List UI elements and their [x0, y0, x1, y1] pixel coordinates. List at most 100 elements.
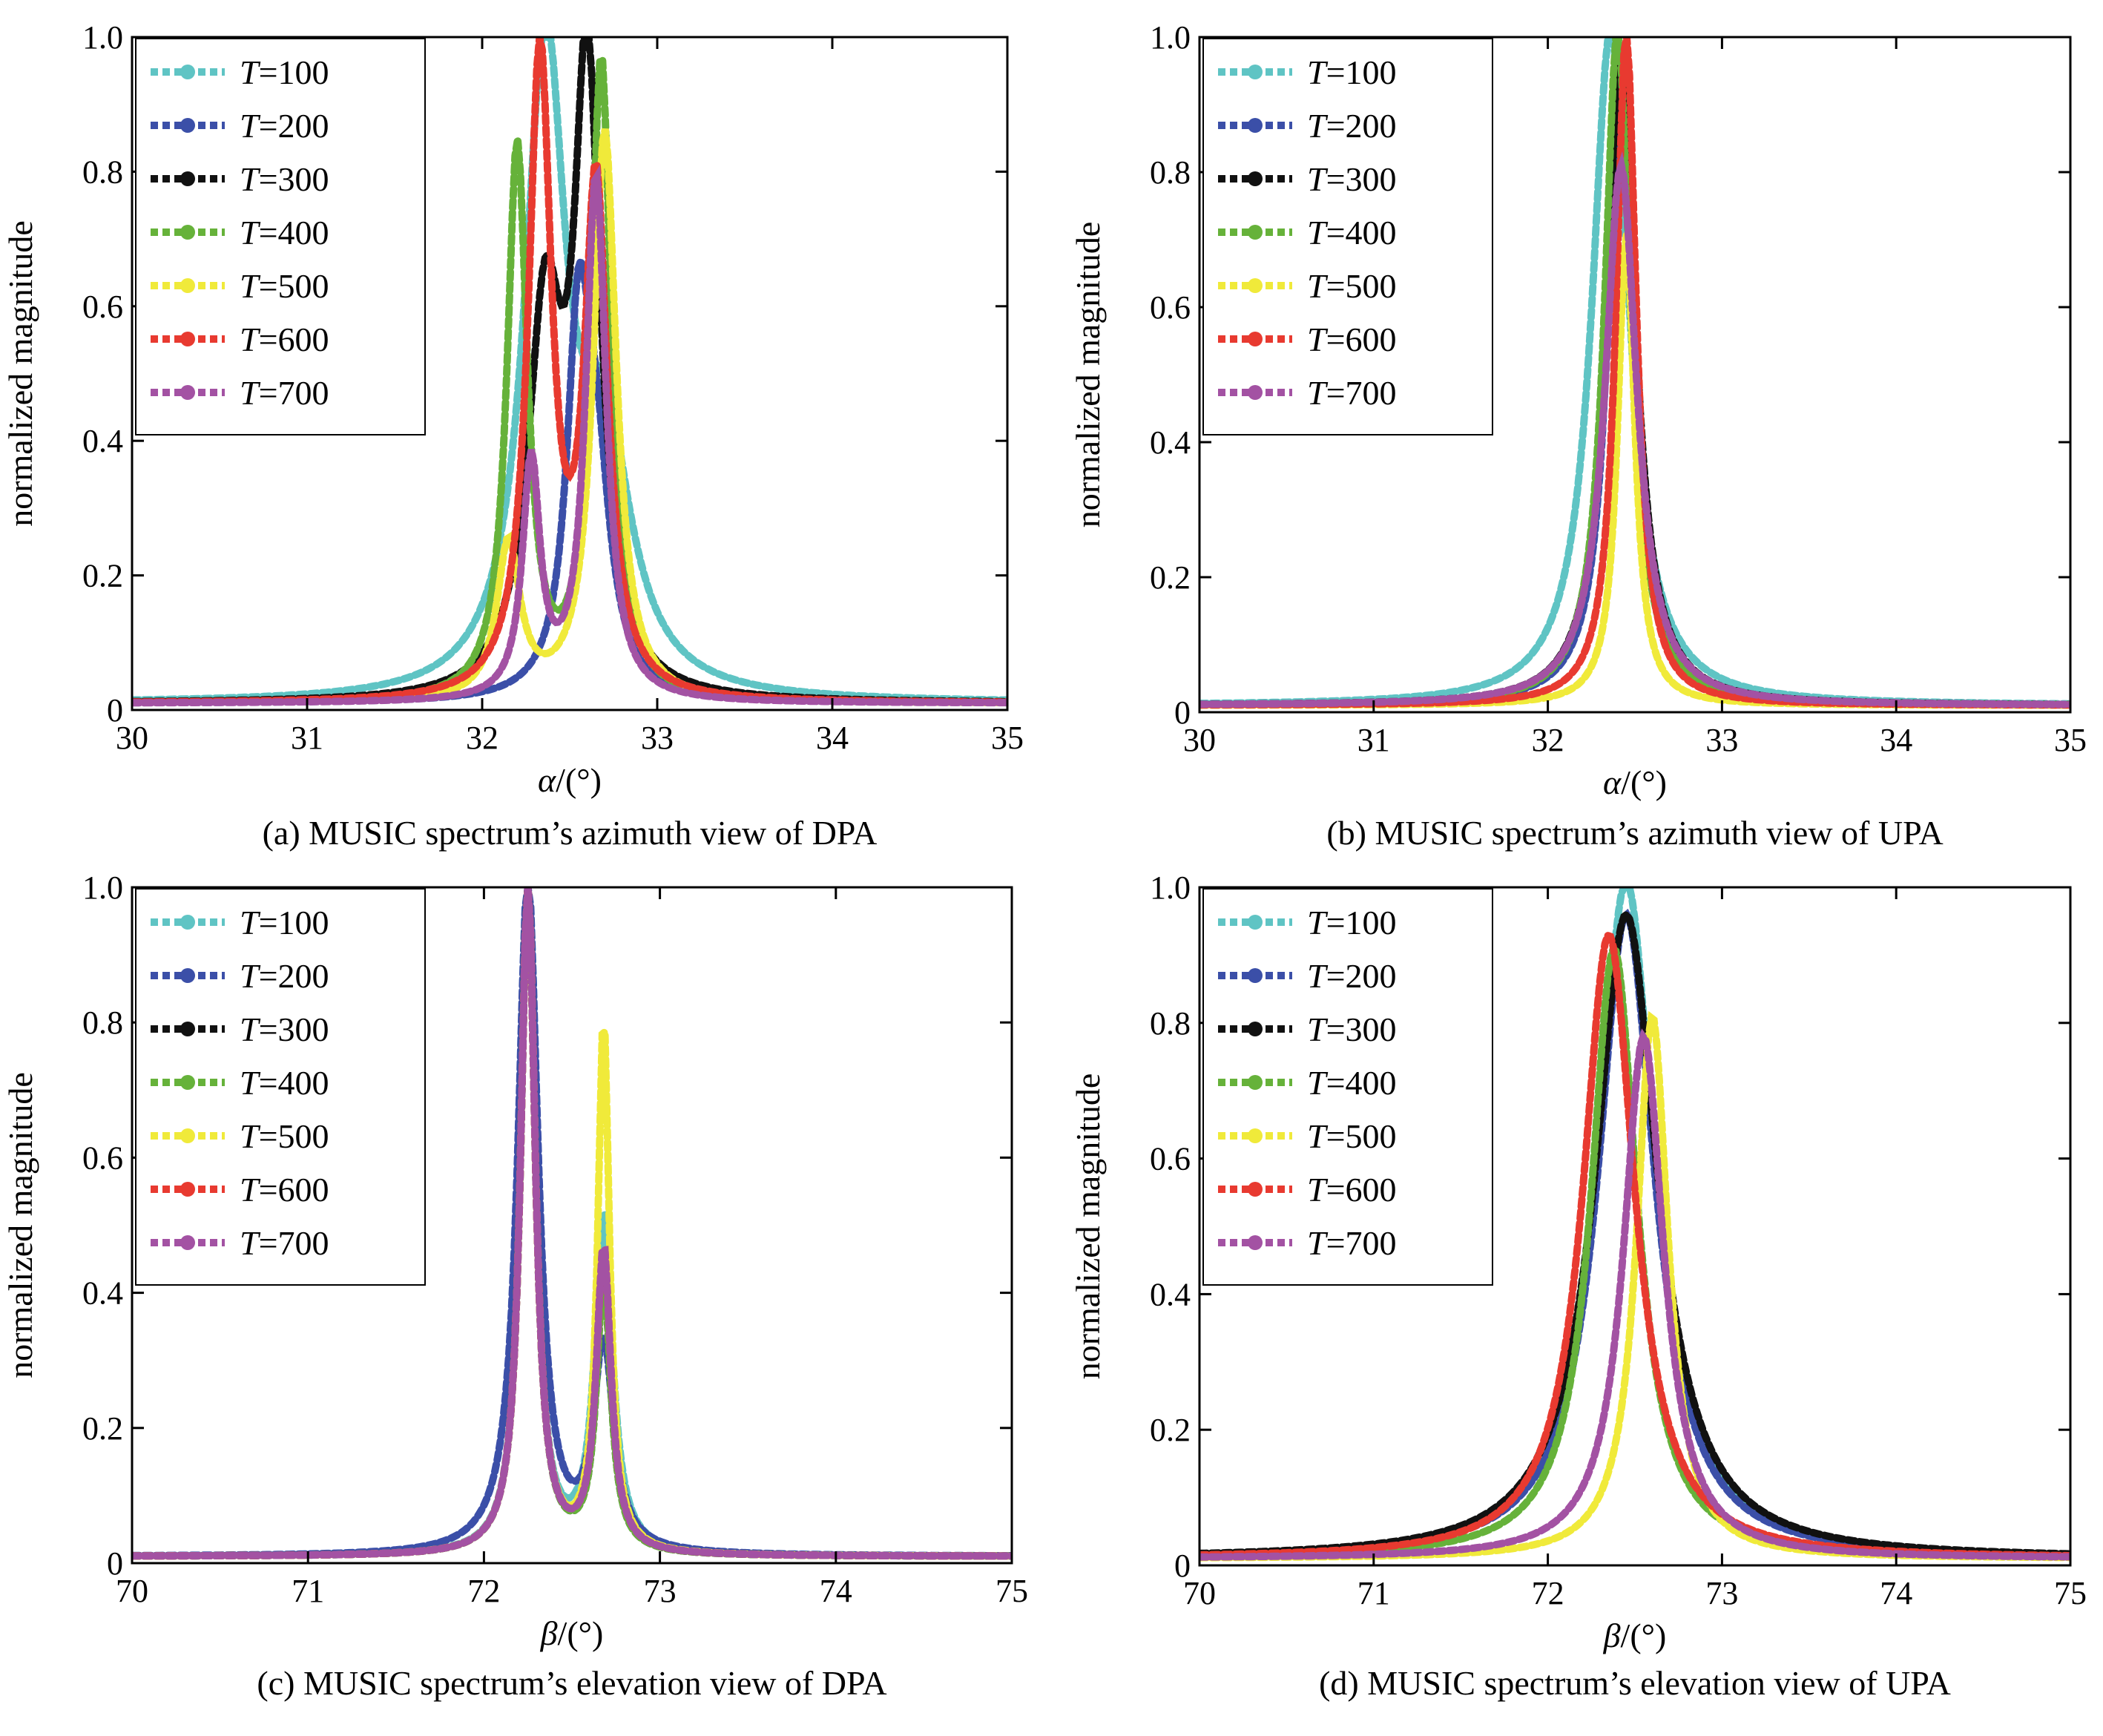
y-tick-label: 0.4 — [82, 1275, 123, 1312]
legend-marker — [1248, 1235, 1263, 1250]
x-axis-label: β/(°) — [1603, 1617, 1667, 1654]
legend-marker — [1248, 65, 1263, 79]
y-tick-label: 0 — [107, 1545, 123, 1582]
x-tick-label: 75 — [995, 1573, 1028, 1609]
legend-marker — [1248, 278, 1263, 293]
x-tick-label: 35 — [991, 720, 1024, 756]
legend-label: T=400 — [1307, 1064, 1397, 1102]
plot-frame — [1198, 36, 2072, 714]
y-tick-label: 1.0 — [1150, 869, 1191, 906]
plot-frame — [131, 886, 1013, 1565]
legend-marker — [180, 65, 195, 79]
y-tick-label: 1.0 — [82, 19, 123, 56]
legend-label: T=300 — [240, 160, 329, 198]
y-tick-label: 0.8 — [82, 1005, 123, 1041]
legend-marker — [1248, 118, 1263, 133]
legend-marker — [1248, 1075, 1263, 1090]
x-tick-label: 75 — [2054, 1575, 2087, 1611]
legend-marker — [180, 1022, 195, 1036]
legend-marker — [1248, 1128, 1263, 1143]
x-tick-label: 32 — [466, 720, 498, 756]
legend-marker — [180, 1075, 195, 1090]
y-tick-label: 0.6 — [82, 289, 123, 325]
x-tick-label: 72 — [467, 1573, 500, 1609]
y-tick-label: 1.0 — [1150, 19, 1191, 56]
y-tick-label: 1.0 — [82, 869, 123, 906]
panel-a: 30 31 32 33 34 35 0 0.2 0.4 0.6 0.8 1.0 α/(°) normali… — [1, 19, 1024, 852]
legend: T=100 T=200 T=300 T=400 T=500 T=600 T=700 — [1202, 38, 1493, 435]
panel-d: 70 71 72 73 74 75 0 0.2 0.4 0.6 0.8 1.0 β/(°) normali… — [1069, 869, 2087, 1702]
y-axis-label: normalized magnitude — [1, 220, 39, 527]
legend-marker — [180, 171, 195, 186]
y-tick-label: 0.6 — [1150, 1141, 1191, 1177]
x-tick-label: 31 — [291, 720, 323, 756]
legend-marker — [180, 118, 195, 133]
legend: T=100 T=200 T=300 T=400 T=500 T=600 T=700 — [135, 38, 426, 435]
legend-label: T=500 — [240, 267, 329, 305]
curves — [1199, 37, 2070, 709]
legend-label: T=100 — [1307, 53, 1397, 91]
legend-marker — [1248, 968, 1263, 983]
x-tick-label: 33 — [641, 720, 674, 756]
legend-marker — [1248, 385, 1263, 400]
x-axis-label: β/(°) — [540, 1614, 604, 1652]
x-tick-label: 71 — [1357, 1575, 1390, 1611]
x-tick-label: 30 — [1183, 722, 1216, 758]
legend-marker — [1248, 171, 1263, 186]
legend-label: T=100 — [240, 53, 329, 91]
legend-marker — [1248, 1182, 1263, 1197]
legend-marker — [180, 1182, 195, 1197]
y-tick-label: 0.2 — [1150, 559, 1191, 596]
x-tick-label: 33 — [1705, 722, 1738, 758]
legend-label: T=300 — [240, 1010, 329, 1048]
legend-label: T=100 — [1307, 904, 1397, 941]
legend-marker — [180, 1235, 195, 1250]
x-tick-label: 70 — [116, 1573, 148, 1609]
legend-label: T=200 — [240, 107, 329, 145]
y-tick-label: 0.2 — [82, 558, 123, 594]
curves — [132, 37, 1007, 707]
legend-label: T=700 — [240, 1224, 329, 1262]
legend-marker — [180, 278, 195, 293]
y-tick-label: 0 — [107, 692, 123, 729]
legend-marker — [1248, 915, 1263, 930]
legend-label: T=200 — [1307, 107, 1397, 145]
x-axis-label: α/(°) — [538, 761, 602, 799]
legend-marker — [180, 915, 195, 930]
curves — [1199, 887, 2070, 1562]
legend-marker — [1248, 332, 1263, 346]
y-tick-label: 0.4 — [1150, 1276, 1191, 1312]
legend-label: T=600 — [1307, 1171, 1397, 1209]
legend-marker — [1248, 1022, 1263, 1036]
legend-label: T=400 — [240, 214, 329, 251]
panel-caption: (a) MUSIC spectrum’s azimuth view of DPA — [263, 814, 878, 852]
y-tick-label: 0.8 — [1150, 1005, 1191, 1042]
x-tick-label: 31 — [1357, 722, 1390, 758]
legend-label: T=300 — [1307, 1010, 1397, 1048]
x-tick-label: 74 — [1880, 1575, 1912, 1611]
panel-caption: (b) MUSIC spectrum’s azimuth view of UPA — [1326, 814, 1943, 852]
curves — [132, 887, 1012, 1560]
legend-label: T=200 — [240, 957, 329, 995]
panel-b: 30 31 32 33 34 35 0 0.2 0.4 0.6 0.8 1.0 α/(°) normali… — [1069, 19, 2087, 852]
x-tick-label: 30 — [116, 720, 148, 756]
plot-frame — [131, 36, 1009, 711]
y-tick-label: 0.8 — [82, 154, 123, 190]
legend-label: T=500 — [1307, 1117, 1397, 1155]
x-tick-label: 35 — [2054, 722, 2087, 758]
plot-frame — [1198, 886, 2072, 1567]
legend-marker — [180, 968, 195, 983]
x-tick-label: 72 — [1532, 1575, 1564, 1611]
y-tick-label: 0.8 — [1150, 154, 1191, 191]
series-line-T-700 — [132, 164, 1007, 707]
legend-label: T=300 — [1307, 160, 1397, 198]
y-tick-label: 0.6 — [1150, 289, 1191, 326]
legend-label: T=400 — [240, 1064, 329, 1102]
x-tick-label: 32 — [1532, 722, 1564, 758]
legend-label: T=700 — [1307, 374, 1397, 412]
legend-marker — [180, 385, 195, 400]
legend-label: T=500 — [240, 1117, 329, 1155]
y-axis-label: normalized magnitude — [1069, 1074, 1107, 1380]
y-tick-label: 0.2 — [82, 1410, 123, 1447]
